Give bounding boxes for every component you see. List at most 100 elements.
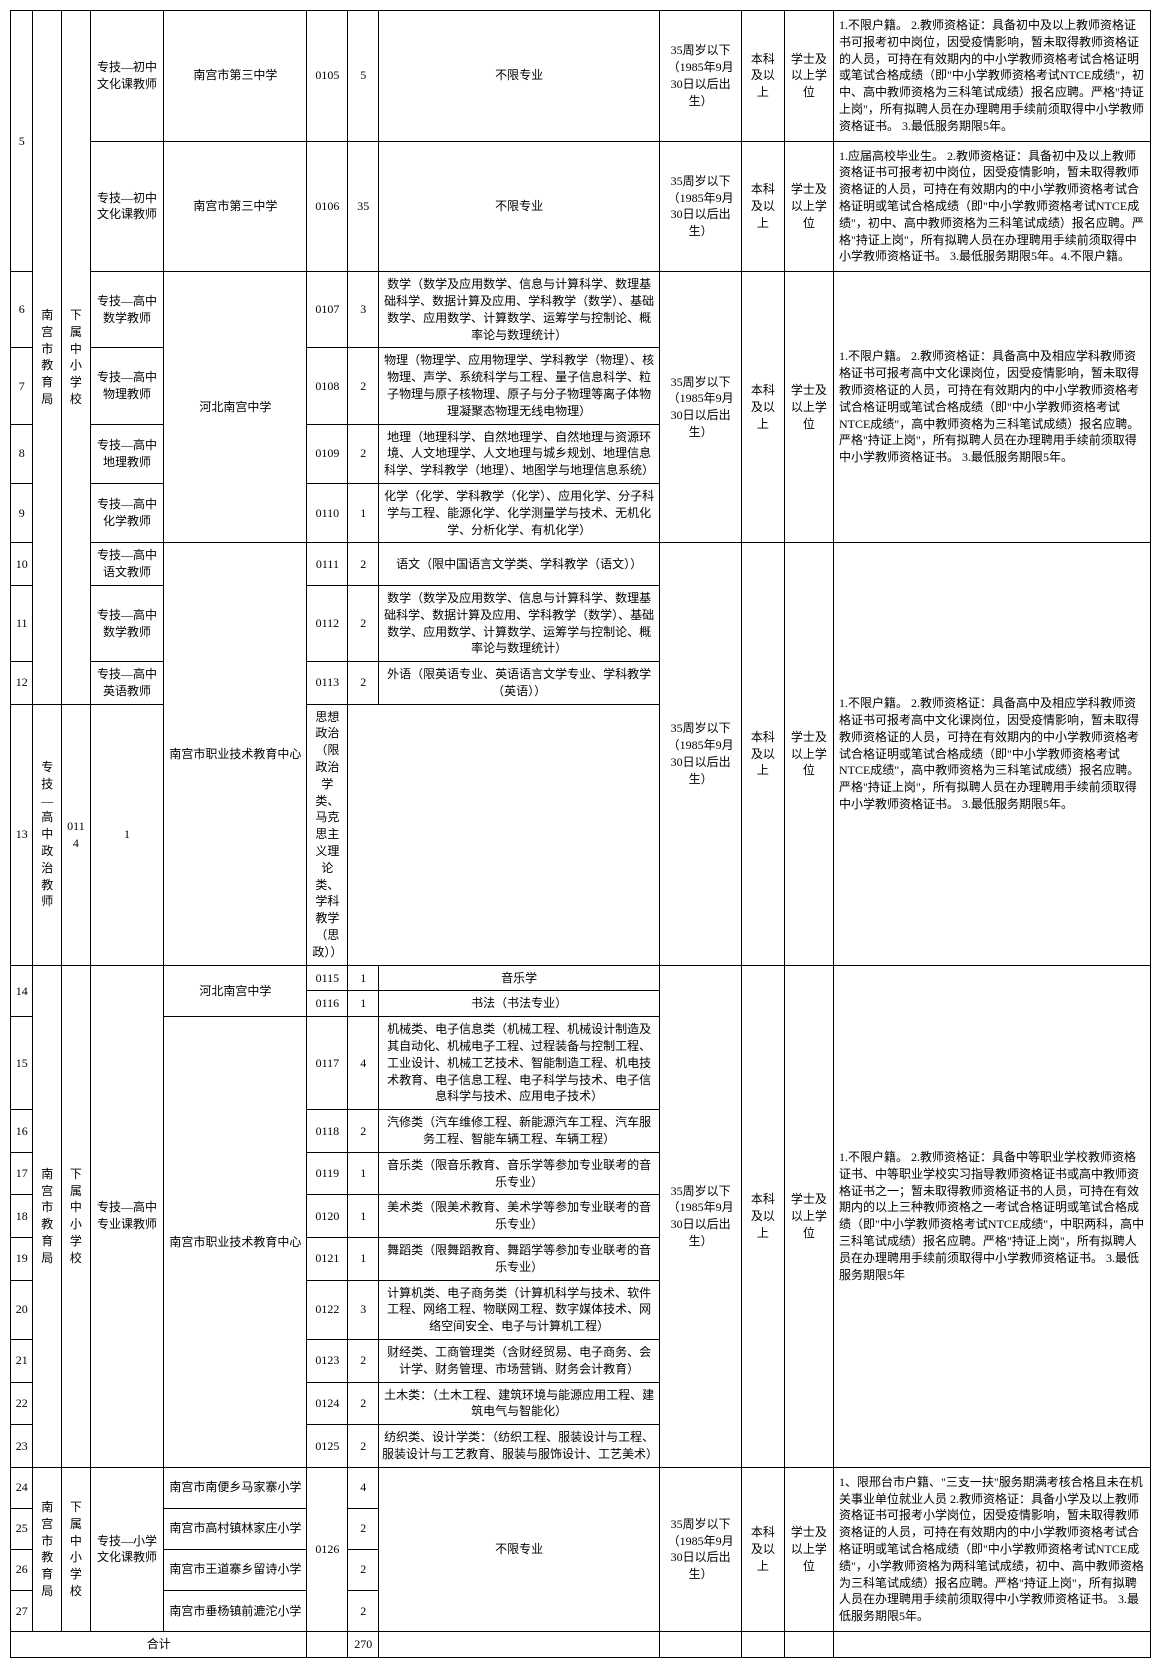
major-cell: 物理（物理学、应用物理学、学科教学（物理）、核物理、声学、系统科学与工程、量子信… <box>379 348 660 424</box>
major-cell: 思想政治（限政治学类、马克思主义理论类、学科教学（思政）） <box>307 704 348 965</box>
code-cell: 0126 <box>307 1467 348 1631</box>
unit-cell: 下属中小学校 <box>62 1467 91 1631</box>
code-cell: 0117 <box>307 1017 348 1110</box>
major-cell: 不限专业 <box>379 1467 660 1631</box>
position-cell: 专技—高中语文教师 <box>90 543 164 586</box>
code-cell: 0111 <box>307 543 348 586</box>
num-cell: 2 <box>348 1549 379 1590</box>
major-cell: 汽修类（汽车维修工程、新能源汽车工程、汽车服务工程、智能车辆工程、车辆工程） <box>379 1110 660 1153</box>
total-label: 合计 <box>11 1631 307 1657</box>
major-cell: 书法（书法专业） <box>379 991 660 1017</box>
age-cell: 35周岁以下（1985年9月30日以后出生） <box>660 1467 742 1631</box>
empty-cell <box>660 1631 742 1657</box>
idx-cell: 24 <box>11 1467 33 1508</box>
school-cell: 南宫市职业技术教育中心 <box>164 543 307 965</box>
major-cell: 不限专业 <box>379 11 660 142</box>
idx-cell: 22 <box>11 1382 33 1425</box>
school-cell: 南宫市南便乡马家寨小学 <box>164 1467 307 1508</box>
unit-cell: 下属中小学校 <box>62 965 91 1467</box>
idx-cell: 12 <box>11 662 33 705</box>
idx-cell: 27 <box>11 1590 33 1631</box>
empty-cell <box>784 1631 833 1657</box>
req-cell: 1.不限户籍。 2.教师资格证：具备中等职业学校教师资格证书、中等职业学校实习指… <box>833 965 1150 1467</box>
idx-cell: 15 <box>11 1017 33 1110</box>
major-cell: 舞蹈类（限舞蹈教育、舞蹈学等参加专业联考的音乐专业） <box>379 1238 660 1281</box>
num-cell: 1 <box>90 704 164 965</box>
edu-cell: 本科及以上 <box>741 543 784 965</box>
num-cell: 35 <box>348 141 379 272</box>
code-cell: 0124 <box>307 1382 348 1425</box>
dept-cell: 南宫市教育局 <box>33 1467 62 1631</box>
code-cell: 0119 <box>307 1152 348 1195</box>
idx-cell: 7 <box>11 348 33 424</box>
position-cell: 专技—小学文化课教师 <box>90 1467 164 1631</box>
school-cell: 南宫市职业技术教育中心 <box>164 1017 307 1468</box>
major-cell: 土木类：（土木工程、建筑环境与能源应用工程、建筑电气与智能化） <box>379 1382 660 1425</box>
num-cell: 2 <box>348 1339 379 1382</box>
unit-cell: 下属中小学校 <box>62 11 91 705</box>
age-cell: 35周岁以下（1985年9月30日以后出生） <box>660 272 742 543</box>
major-cell: 地理（地理科学、自然地理学、自然地理与资源环境、人文地理学、人文地理与城乡规划、… <box>379 424 660 483</box>
total-num: 270 <box>348 1631 379 1657</box>
code-cell: 0108 <box>307 348 348 424</box>
table-row: 24 南宫市教育局 下属中小学校 专技—小学文化课教师 南宫市南便乡马家寨小学 … <box>11 1467 1151 1508</box>
num-cell: 1 <box>348 1152 379 1195</box>
position-cell: 专技—高中数学教师 <box>90 585 164 661</box>
idx-cell: 17 <box>11 1152 33 1195</box>
total-row: 合计 270 <box>11 1631 1151 1657</box>
num-cell: 2 <box>348 1425 379 1468</box>
empty-cell <box>833 1631 1150 1657</box>
position-cell: 专技—高中数学教师 <box>90 272 164 348</box>
edu-cell: 本科及以上 <box>741 272 784 543</box>
major-cell: 不限专业 <box>379 141 660 272</box>
empty-cell <box>307 1631 348 1657</box>
num-cell: 5 <box>348 11 379 142</box>
req-cell: 1.不限户籍。 2.教师资格证：具备初中及以上教师资格证书可报考初中岗位，因受疫… <box>833 11 1150 142</box>
code-cell: 0116 <box>307 991 348 1017</box>
position-cell: 专技—高中地理教师 <box>90 424 164 483</box>
num-cell: 2 <box>348 1110 379 1153</box>
num-cell: 2 <box>348 662 379 705</box>
degree-cell: 学士及以上学位 <box>784 543 833 965</box>
code-cell: 0118 <box>307 1110 348 1153</box>
idx-cell: 19 <box>11 1238 33 1281</box>
code-cell: 0114 <box>62 704 91 965</box>
num-cell: 3 <box>348 272 379 348</box>
code-cell: 0113 <box>307 662 348 705</box>
num-cell: 1 <box>348 483 379 542</box>
degree-cell: 学士及以上学位 <box>784 1467 833 1631</box>
code-cell: 0109 <box>307 424 348 483</box>
position-cell: 专技—高中化学教师 <box>90 483 164 542</box>
school-cell: 南宫市王道寨乡留诗小学 <box>164 1549 307 1590</box>
code-cell: 0110 <box>307 483 348 542</box>
idx-cell: 13 <box>11 704 33 965</box>
major-cell: 音乐类（限音乐教育、音乐学等参加专业联考的音乐专业） <box>379 1152 660 1195</box>
degree-cell: 学士及以上学位 <box>784 141 833 272</box>
age-cell: 35周岁以下（1985年9月30日以后出生） <box>660 141 742 272</box>
major-cell: 音乐学 <box>379 965 660 991</box>
dept-cell: 南宫市教育局 <box>33 11 62 705</box>
position-cell: 专技—初中文化课教师 <box>90 141 164 272</box>
table-row: 10 专技—高中语文教师 南宫市职业技术教育中心 0111 2 语文（限中国语言… <box>11 543 1151 586</box>
req-cell: 1.不限户籍。 2.教师资格证：具备高中及相应学科教师资格证书可报考高中文化课岗… <box>833 272 1150 543</box>
idx-cell: 9 <box>11 483 33 542</box>
edu-cell: 本科及以上 <box>741 11 784 142</box>
major-cell: 语文（限中国语言文学类、学科教学（语文）） <box>379 543 660 586</box>
idx-cell: 6 <box>11 272 33 348</box>
major-cell: 财经类、工商管理类（含财经贸易、电子商务、会计学、财务管理、市场营销、财务会计教… <box>379 1339 660 1382</box>
req-cell: 1、限邢台市户籍、"三支一扶"服务期满考核合格且未在机关事业单位就业人员 2.教… <box>833 1467 1150 1631</box>
code-cell: 0115 <box>307 965 348 991</box>
idx-cell: 26 <box>11 1549 33 1590</box>
num-cell: 1 <box>348 991 379 1017</box>
table-row: 专技—初中文化课教师 南宫市第三中学 0106 35 不限专业 35周岁以下（1… <box>11 141 1151 272</box>
req-cell: 1.应届高校毕业生。 2.教师资格证：具备初中及以上教师资格证书可报考初中岗位，… <box>833 141 1150 272</box>
code-cell: 0120 <box>307 1195 348 1238</box>
school-cell: 南宫市第三中学 <box>164 141 307 272</box>
major-cell: 美术类（限美术教育、美术学等参加专业联考的音乐专业） <box>379 1195 660 1238</box>
table-row: 6 专技—高中数学教师 河北南宫中学 0107 3 数学（数学及应用数学、信息与… <box>11 272 1151 348</box>
empty-cell <box>379 1631 660 1657</box>
idx-cell: 5 <box>11 11 33 272</box>
num-cell: 4 <box>348 1017 379 1110</box>
edu-cell: 本科及以上 <box>741 1467 784 1631</box>
dept-cell: 南宫市教育局 <box>33 965 62 1467</box>
